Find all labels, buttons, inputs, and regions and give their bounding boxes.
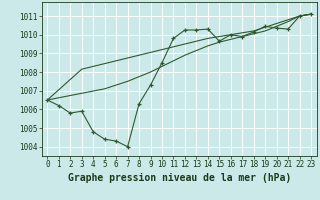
X-axis label: Graphe pression niveau de la mer (hPa): Graphe pression niveau de la mer (hPa) <box>68 173 291 183</box>
